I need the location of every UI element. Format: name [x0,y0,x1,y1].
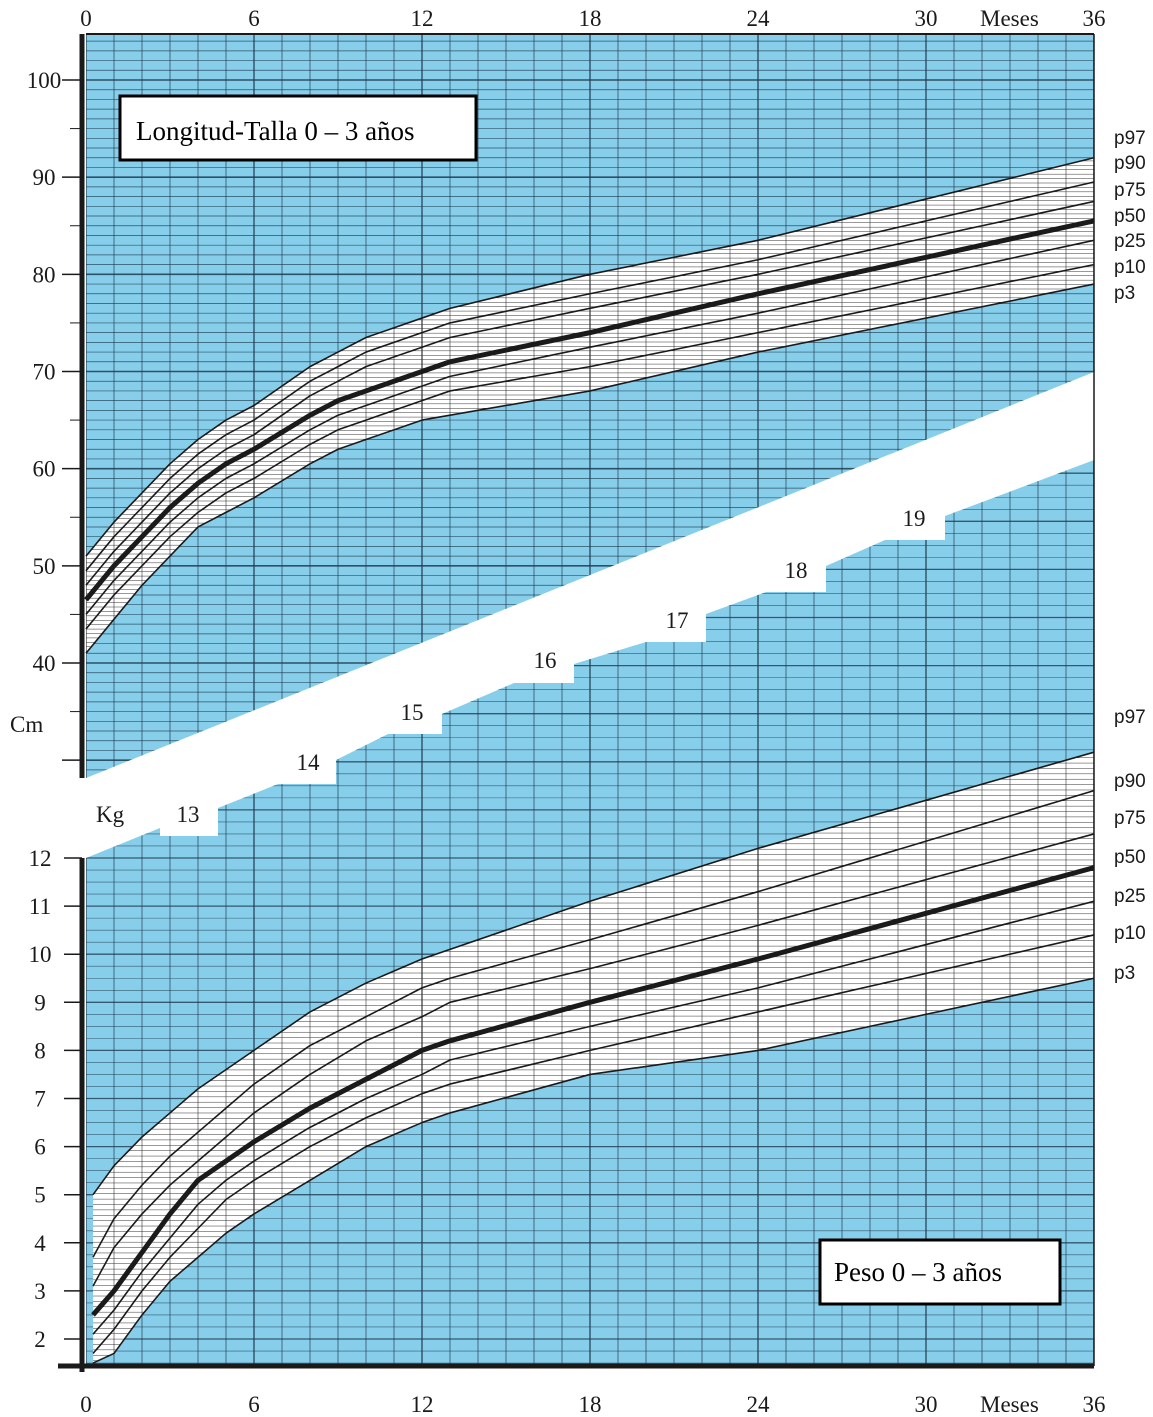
weight-unit-label: Kg [96,802,125,827]
height-tick-100: 100 [27,68,62,93]
weight-tick-2: 2 [34,1327,46,1352]
height-tick-90: 90 [33,165,56,190]
height-label-p90: p90 [1114,153,1146,174]
height-tick-labels: 40 50 60 70 80 90 100 [27,68,82,761]
height-label-p97: p97 [1114,128,1146,149]
extension-tick-18: 18 [785,558,808,583]
month-tick-top: 6 [248,6,260,31]
height-percentile-labels: p97 p90 p75 p50 p25 p10 p3 [1114,128,1146,304]
months-label-bottom: Meses [980,1392,1039,1417]
month-tick-bottom: 24 [747,1392,771,1417]
month-tick-bottom: 12 [411,1392,434,1417]
weight-tick-8: 8 [34,1038,46,1063]
months-label-top: Meses [980,6,1039,31]
month-tick-bottom: 36 [1083,1392,1106,1417]
height-label-p3: p3 [1114,283,1135,304]
weight-title-box [818,1238,1062,1306]
curve-p97 [92,751,1095,1196]
curve-p3 [85,283,1095,654]
height-label-p75: p75 [1114,180,1146,201]
weight-tick-3: 3 [34,1279,46,1304]
curve-p90 [85,181,1095,572]
weight-tick-10: 10 [29,942,52,967]
top-month-ticks: 0 6 12 18 24 30 36 [80,6,1105,31]
weight-label-p90: p90 [1114,771,1146,792]
weight-percentile-labels: p97 p90 p75 p50 p25 p10 p3 [1114,707,1146,984]
height-tick-50: 50 [33,554,56,579]
height-title-box [118,94,478,162]
extension-tick-14: 14 [297,750,321,775]
height-label-p25: p25 [1114,231,1146,252]
height-tick-80: 80 [33,262,56,287]
weight-label-p3: p3 [1114,963,1135,984]
curve-p50 [84,218,1095,602]
month-tick-top: 0 [80,6,92,31]
weight-label-p75: p75 [1114,808,1146,829]
curve-p10 [85,263,1095,630]
bottom-month-ticks: 0 6 12 18 24 30 36 [80,1392,1105,1417]
curve-p97 [85,156,1095,557]
month-tick-bottom: 6 [248,1392,260,1417]
curve-p10 [92,934,1095,1354]
weight-extension-steps: 13 14 15 16 17 18 19 [177,506,926,827]
month-tick-bottom: 0 [80,1392,92,1417]
weight-label-p97: p97 [1114,707,1146,728]
month-tick-top: 30 [915,6,938,31]
weight-chart-title: Peso 0 – 3 años [834,1257,1002,1287]
weight-tick-6: 6 [34,1135,46,1160]
weight-tick-9: 9 [34,990,46,1015]
curve-p75 [85,200,1095,586]
height-unit-label: Cm [10,712,43,737]
weight-tick-7: 7 [34,1087,46,1112]
month-tick-bottom: 18 [579,1392,602,1417]
curve-p3 [92,977,1095,1364]
height-chart-title: Longitud-Talla 0 – 3 años [136,116,415,146]
weight-label-p50: p50 [1114,847,1146,868]
month-tick-top: 12 [411,6,434,31]
month-tick-top: 24 [747,6,771,31]
curve-p25 [85,239,1095,615]
curve-p50 [91,865,1095,1317]
month-tick-top: 18 [579,6,602,31]
weight-label-p25: p25 [1114,886,1146,907]
weight-tick-11: 11 [29,894,51,919]
height-label-p50: p50 [1114,206,1146,227]
month-tick-bottom: 30 [915,1392,938,1417]
extension-tick-16: 16 [534,648,557,673]
weight-tick-5: 5 [34,1183,46,1208]
weight-tick-12: 12 [29,846,52,871]
extension-tick-17: 17 [666,608,689,633]
weight-tick-labels: 2 3 4 5 6 7 8 9 10 11 12 [29,846,82,1352]
height-percentile-curves [84,156,1095,654]
weight-tick-4: 4 [34,1231,46,1256]
extension-tick-19: 19 [903,506,926,531]
band-fill [93,752,1094,1364]
curve-p90 [92,789,1095,1258]
month-tick-top: 36 [1083,6,1106,31]
height-tick-60: 60 [33,457,56,482]
curve-p25 [92,900,1095,1335]
extension-tick-13: 13 [177,802,200,827]
extension-tick-15: 15 [401,700,424,725]
weight-label-p10: p10 [1114,923,1146,944]
height-label-p10: p10 [1114,257,1146,278]
curve-p75 [92,833,1095,1287]
height-tick-70: 70 [33,360,56,385]
height-tick-40: 40 [33,651,56,676]
weight-percentile-curves [91,751,1095,1364]
